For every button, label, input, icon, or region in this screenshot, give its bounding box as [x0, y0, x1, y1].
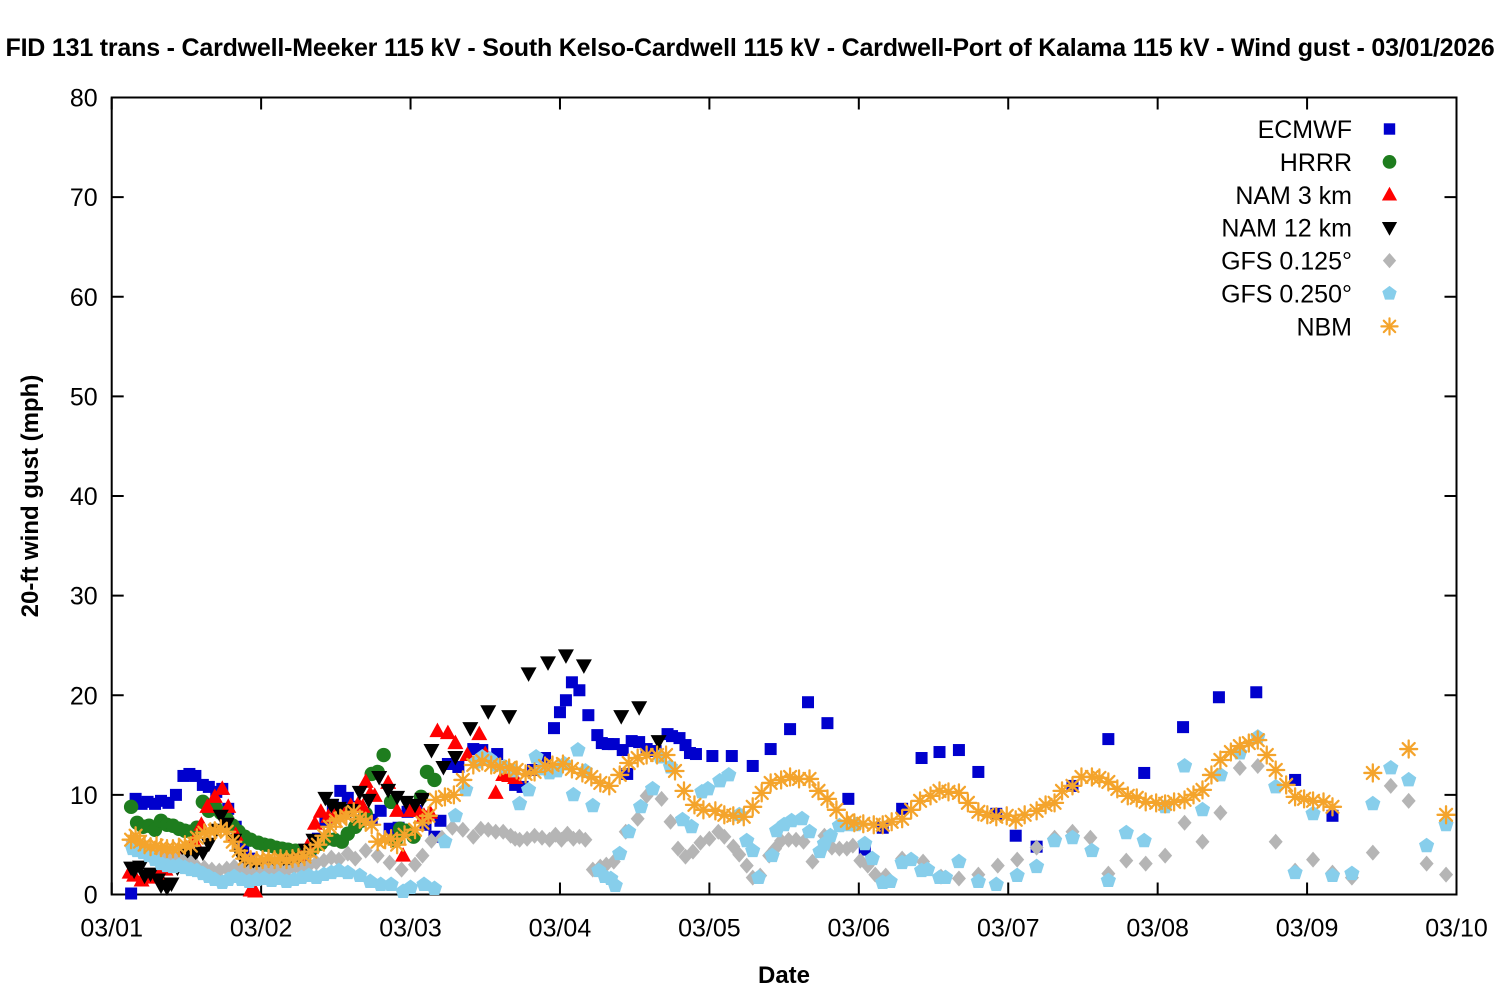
y-tick-label: 80 [70, 85, 98, 113]
legend: ECMWF HRRR NAM 3 km NAM 12 km GFS 0.125° GFS … [1221, 116, 1399, 341]
y-axis-title: 20-ft wind gust (mph) [17, 374, 44, 618]
y-tick-label: 0 [84, 882, 98, 910]
legend-label: NAM 3 km [1235, 182, 1352, 210]
y-tick-label: 30 [70, 583, 98, 611]
legend-label: NAM 12 km [1221, 215, 1352, 243]
x-tick-label: 03/05 [678, 915, 741, 943]
legend-item-nam-12-km: NAM 12 km [1221, 215, 1398, 243]
x-tick-label: 03/06 [828, 915, 891, 943]
legend-label: GFS 0.125° [1221, 248, 1352, 276]
legend-item-nbm: NBM [1296, 313, 1399, 341]
legend-item-gfs-0-125-: GFS 0.125° [1221, 248, 1397, 276]
axis-ticks [110, 96, 1458, 896]
chart-title: FID 131 trans - Cardwell-Meeker 115 kV -… [5, 34, 1495, 62]
x-tick-label: 03/02 [230, 915, 293, 943]
legend-label: NBM [1296, 313, 1352, 341]
x-axis-title: Date [757, 962, 811, 989]
legend-item-nam-3-km: NAM 3 km [1235, 182, 1398, 210]
x-tick-label: 03/08 [1126, 915, 1189, 943]
legend-label: HRRR [1280, 149, 1352, 177]
legend-item-hrrr: HRRR [1280, 149, 1397, 177]
series-nbm [121, 730, 1456, 871]
x-tick-label: 03/01 [80, 915, 143, 943]
legend-item-gfs-0-250-: GFS 0.250° [1221, 281, 1397, 309]
x-tick-label: 03/07 [977, 915, 1040, 943]
legend-label: GFS 0.250° [1221, 281, 1352, 309]
x-tick-label: 03/03 [379, 915, 442, 943]
legend-item-ecmwf: ECMWF [1258, 116, 1396, 144]
series-nam-12-km [123, 649, 667, 897]
axis-tick-labels: 03/01 03/02 03/03 03/04 03/05 03/06 03/07 03/08… [70, 85, 1488, 943]
x-tick-label: 03/09 [1276, 915, 1339, 943]
x-tick-label: 03/04 [529, 915, 592, 943]
y-tick-label: 50 [70, 383, 98, 411]
x-tick-label: 03/10 [1425, 915, 1488, 943]
y-tick-label: 60 [70, 284, 98, 312]
y-tick-label: 20 [70, 682, 98, 710]
y-tick-label: 70 [70, 184, 98, 212]
legend-label: ECMWF [1258, 116, 1352, 144]
y-tick-label: 40 [70, 483, 98, 511]
y-tick-label: 10 [70, 782, 98, 810]
